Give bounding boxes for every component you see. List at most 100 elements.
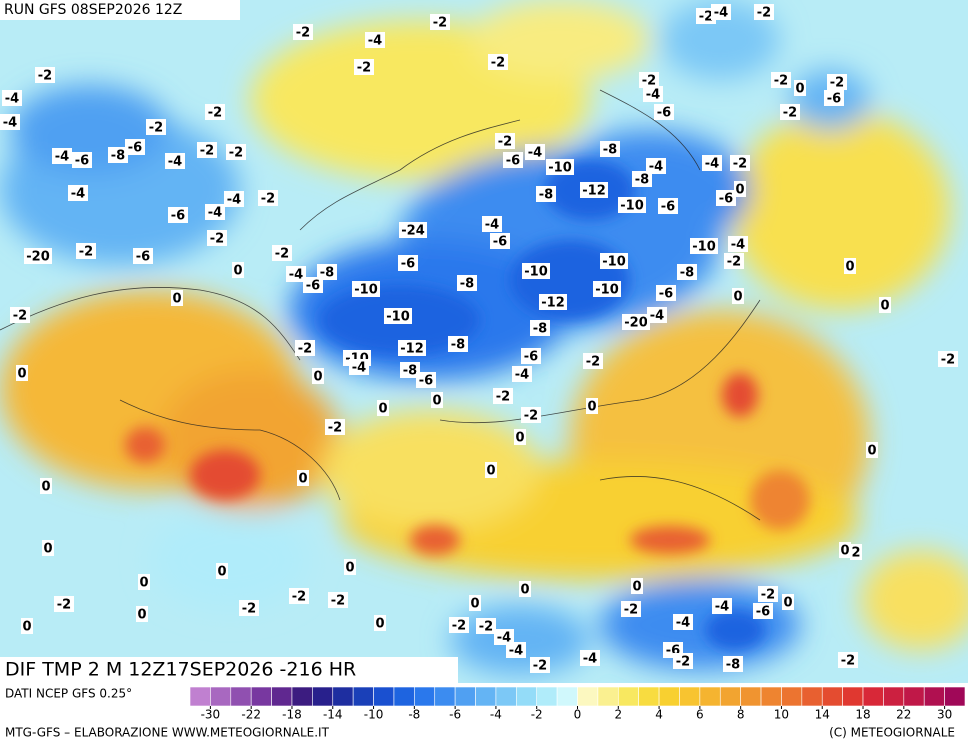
label-background: [239, 600, 259, 616]
label-background: [580, 182, 608, 198]
label-background: [40, 478, 52, 494]
contour-label: -4: [497, 631, 511, 646]
label-background: [824, 90, 844, 106]
label-background: [600, 253, 628, 269]
label-background: [488, 54, 508, 70]
label-background: [514, 429, 526, 445]
label-background: [485, 462, 497, 478]
contour-label: -6: [756, 605, 770, 620]
label-background: [618, 197, 646, 213]
contour-label: -4: [289, 268, 303, 283]
label-background: [400, 362, 420, 378]
contour-label: -2: [275, 247, 289, 262]
label-background: [521, 407, 541, 423]
contour-label: -2: [242, 602, 256, 617]
colorbar-swatch: [821, 686, 843, 707]
contour-label: -10: [548, 161, 572, 176]
contour-label: -2: [200, 144, 214, 159]
contour-label: -2: [452, 619, 466, 634]
label-background: [168, 207, 188, 223]
label-background: [21, 618, 33, 634]
contour-label: -12: [400, 342, 424, 357]
colorbar-swatch: [250, 686, 272, 707]
label-background: [656, 285, 676, 301]
label-background: [622, 314, 650, 330]
contour-label: 0: [470, 597, 479, 612]
label-background: [328, 592, 348, 608]
label-background: [10, 307, 30, 323]
title-box: [0, 657, 458, 683]
label-background: [734, 181, 746, 197]
contour-label: 0: [840, 544, 849, 559]
label-background: [621, 601, 641, 617]
colorbar-tick-label: -10: [364, 708, 384, 722]
contour-label: -4: [650, 309, 664, 324]
contour-label: -8: [635, 173, 649, 188]
label-background: [430, 14, 450, 30]
contour-label: -2: [57, 598, 71, 613]
colorbar-swatch: [516, 686, 538, 707]
label-background: [146, 119, 166, 135]
label-background: [354, 59, 374, 75]
contour-label: -2: [79, 245, 93, 260]
label-background: [879, 297, 891, 313]
colorbar-swatch: [230, 686, 252, 707]
borders: [0, 89, 761, 521]
contour-label: -6: [719, 192, 733, 207]
contour-label: 0: [313, 370, 322, 385]
label-background: [730, 155, 750, 171]
contour-label: -2: [676, 655, 690, 670]
contour-label: -6: [493, 235, 507, 250]
colorbar-swatch: [699, 686, 721, 707]
label-background: [416, 372, 436, 388]
label-background: [258, 190, 278, 206]
label-background: [349, 359, 369, 375]
contour-label: -2: [296, 26, 310, 41]
colorbar-swatch: [658, 686, 680, 707]
label-background: [866, 442, 878, 458]
label-background: [374, 615, 386, 631]
contour-label: -4: [715, 600, 729, 615]
contour-label: -4: [649, 160, 663, 175]
contour-label: -12: [541, 296, 565, 311]
contour-label: -10: [595, 283, 619, 298]
contour-label: -4: [714, 6, 728, 21]
label-background: [344, 559, 356, 575]
label-background: [207, 230, 227, 246]
contour-label: -8: [726, 658, 740, 673]
contour-label: -2: [433, 16, 447, 31]
contour-label: -4: [55, 150, 69, 165]
label-background: [512, 366, 532, 382]
contour-label: 0: [43, 542, 52, 557]
contour-label: 2: [851, 546, 860, 561]
label-background: [732, 288, 744, 304]
label-background: [384, 308, 412, 324]
label-background: [716, 190, 736, 206]
colorbar-swatch: [944, 686, 966, 707]
contour-label: -2: [292, 590, 306, 605]
label-background: [108, 147, 128, 163]
colorbar-swatch: [475, 686, 497, 707]
label-background: [138, 574, 150, 590]
colorbar-swatch: [332, 686, 354, 707]
contour-label: -4: [731, 238, 745, 253]
contour-label: 0: [375, 617, 384, 632]
label-background: [226, 144, 246, 160]
colorbar-swatch: [312, 686, 334, 707]
contour-label: -10: [354, 283, 378, 298]
colorbar-swatch: [740, 686, 762, 707]
label-background: [24, 248, 52, 264]
label-background: [506, 642, 526, 658]
label-background: [632, 171, 652, 187]
contour-label: -2: [491, 56, 505, 71]
contour-label: -24: [401, 224, 425, 239]
colorbar-swatch: [760, 686, 782, 707]
contour-label: -2: [761, 588, 775, 603]
colorbar-swatch: [781, 686, 803, 707]
label-background: [449, 617, 469, 633]
colorbar-swatch: [536, 686, 558, 707]
contour-label: 0: [345, 561, 354, 576]
colorbar-swatch: [556, 686, 578, 707]
colorbar-swatch: [679, 686, 701, 707]
contour-label: -20: [26, 250, 50, 265]
